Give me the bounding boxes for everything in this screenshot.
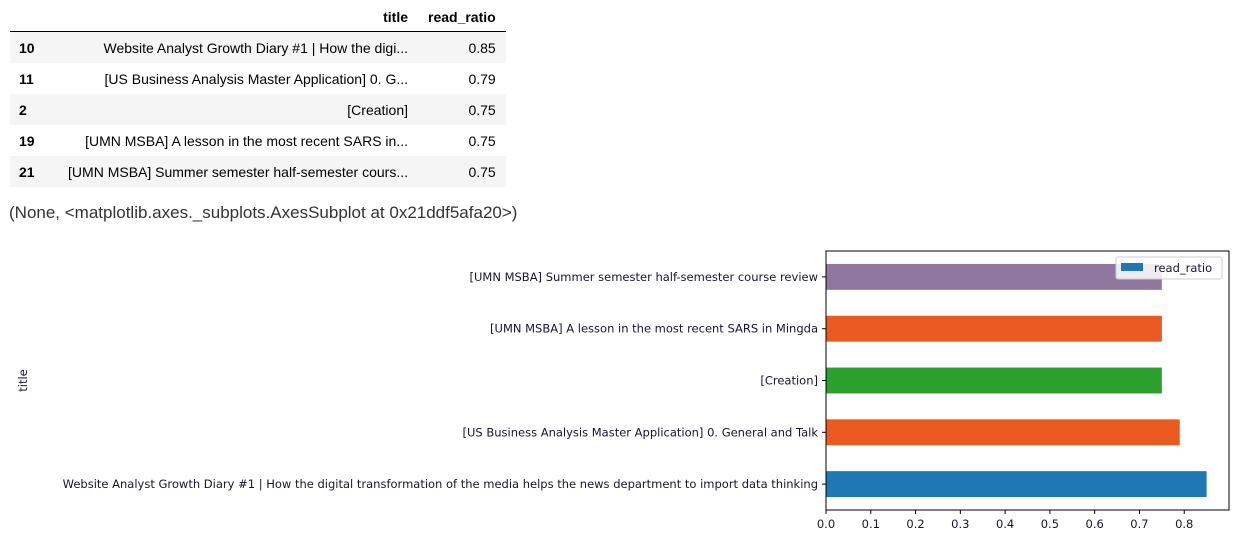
x-tick-label: 0.8 (1175, 517, 1193, 531)
row-index: 10 (19, 39, 35, 56)
bar (826, 367, 1162, 394)
x-tick-label: 0.5 (1041, 517, 1059, 531)
x-tick-label: 0.0 (817, 517, 835, 531)
x-tick-label: 0.4 (996, 517, 1014, 531)
row-read-ratio: 0.75 (468, 163, 496, 180)
table-row: 2 [Creation] 0.75 (10, 94, 506, 125)
x-tick-label: 0.2 (906, 517, 924, 531)
bar (826, 263, 1162, 290)
dataframe-table: title read_ratio 10 Website Analyst Grow… (10, 2, 506, 187)
y-tick-label: [US Business Analysis Master Application… (462, 425, 818, 439)
y-tick-label: [Creation] (760, 374, 818, 388)
y-tick-label: [UMN MSBA] A lesson in the most recent S… (490, 322, 818, 336)
bar (826, 471, 1207, 498)
legend-box (1115, 256, 1223, 280)
plot-frame (825, 250, 1230, 511)
bar (826, 315, 1162, 342)
index-header (10, 2, 51, 32)
x-tick-label: 0.7 (1130, 517, 1148, 531)
x-tick-label: 0.3 (951, 517, 969, 531)
y-axis-label: title (16, 369, 30, 391)
x-tick-label: 0.6 (1086, 517, 1104, 531)
y-tick-label: Website Analyst Growth Diary #1 | How th… (63, 477, 818, 491)
row-index: 11 (19, 70, 34, 87)
x-tick-label: 0.1 (862, 517, 880, 531)
row-title: [US Business Analysis Master Application… (104, 70, 408, 87)
bar (826, 419, 1180, 446)
table-row: 10 Website Analyst Growth Diary #1 | How… (10, 31, 506, 63)
legend-label: read_ratio (1154, 261, 1212, 275)
row-title: [Creation] (347, 101, 408, 118)
y-tick-label: [UMN MSBA] Summer semester half-semester… (470, 270, 819, 284)
row-read-ratio: 0.85 (468, 39, 496, 56)
table-row: 19 [UMN MSBA] A lesson in the most recen… (10, 125, 506, 156)
row-title: [UMN MSBA] Summer semester half-semester… (68, 163, 408, 180)
row-read-ratio: 0.75 (468, 101, 496, 118)
row-index: 21 (19, 163, 35, 180)
table-row: 21 [UMN MSBA] Summer semester half-semes… (10, 156, 506, 187)
row-read-ratio: 0.75 (468, 132, 496, 149)
read-ratio-header: read_ratio (418, 2, 506, 32)
row-title: [UMN MSBA] A lesson in the most recent S… (85, 132, 408, 149)
row-title: Website Analyst Growth Diary #1 | How th… (103, 39, 408, 56)
row-index: 2 (19, 101, 27, 118)
table-row: 11 [US Business Analysis Master Applicat… (10, 63, 506, 94)
cell-output-text: (None, <matplotlib.axes._subplots.AxesSu… (9, 203, 518, 222)
legend-swatch (1121, 263, 1143, 271)
row-index: 19 (19, 132, 35, 149)
horizontal-bar-chart: Website Analyst Growth Diary #1 | How th… (16, 250, 1230, 531)
row-read-ratio: 0.79 (468, 70, 496, 87)
table-header-row: title read_ratio (10, 2, 506, 32)
title-header: title (51, 2, 418, 32)
